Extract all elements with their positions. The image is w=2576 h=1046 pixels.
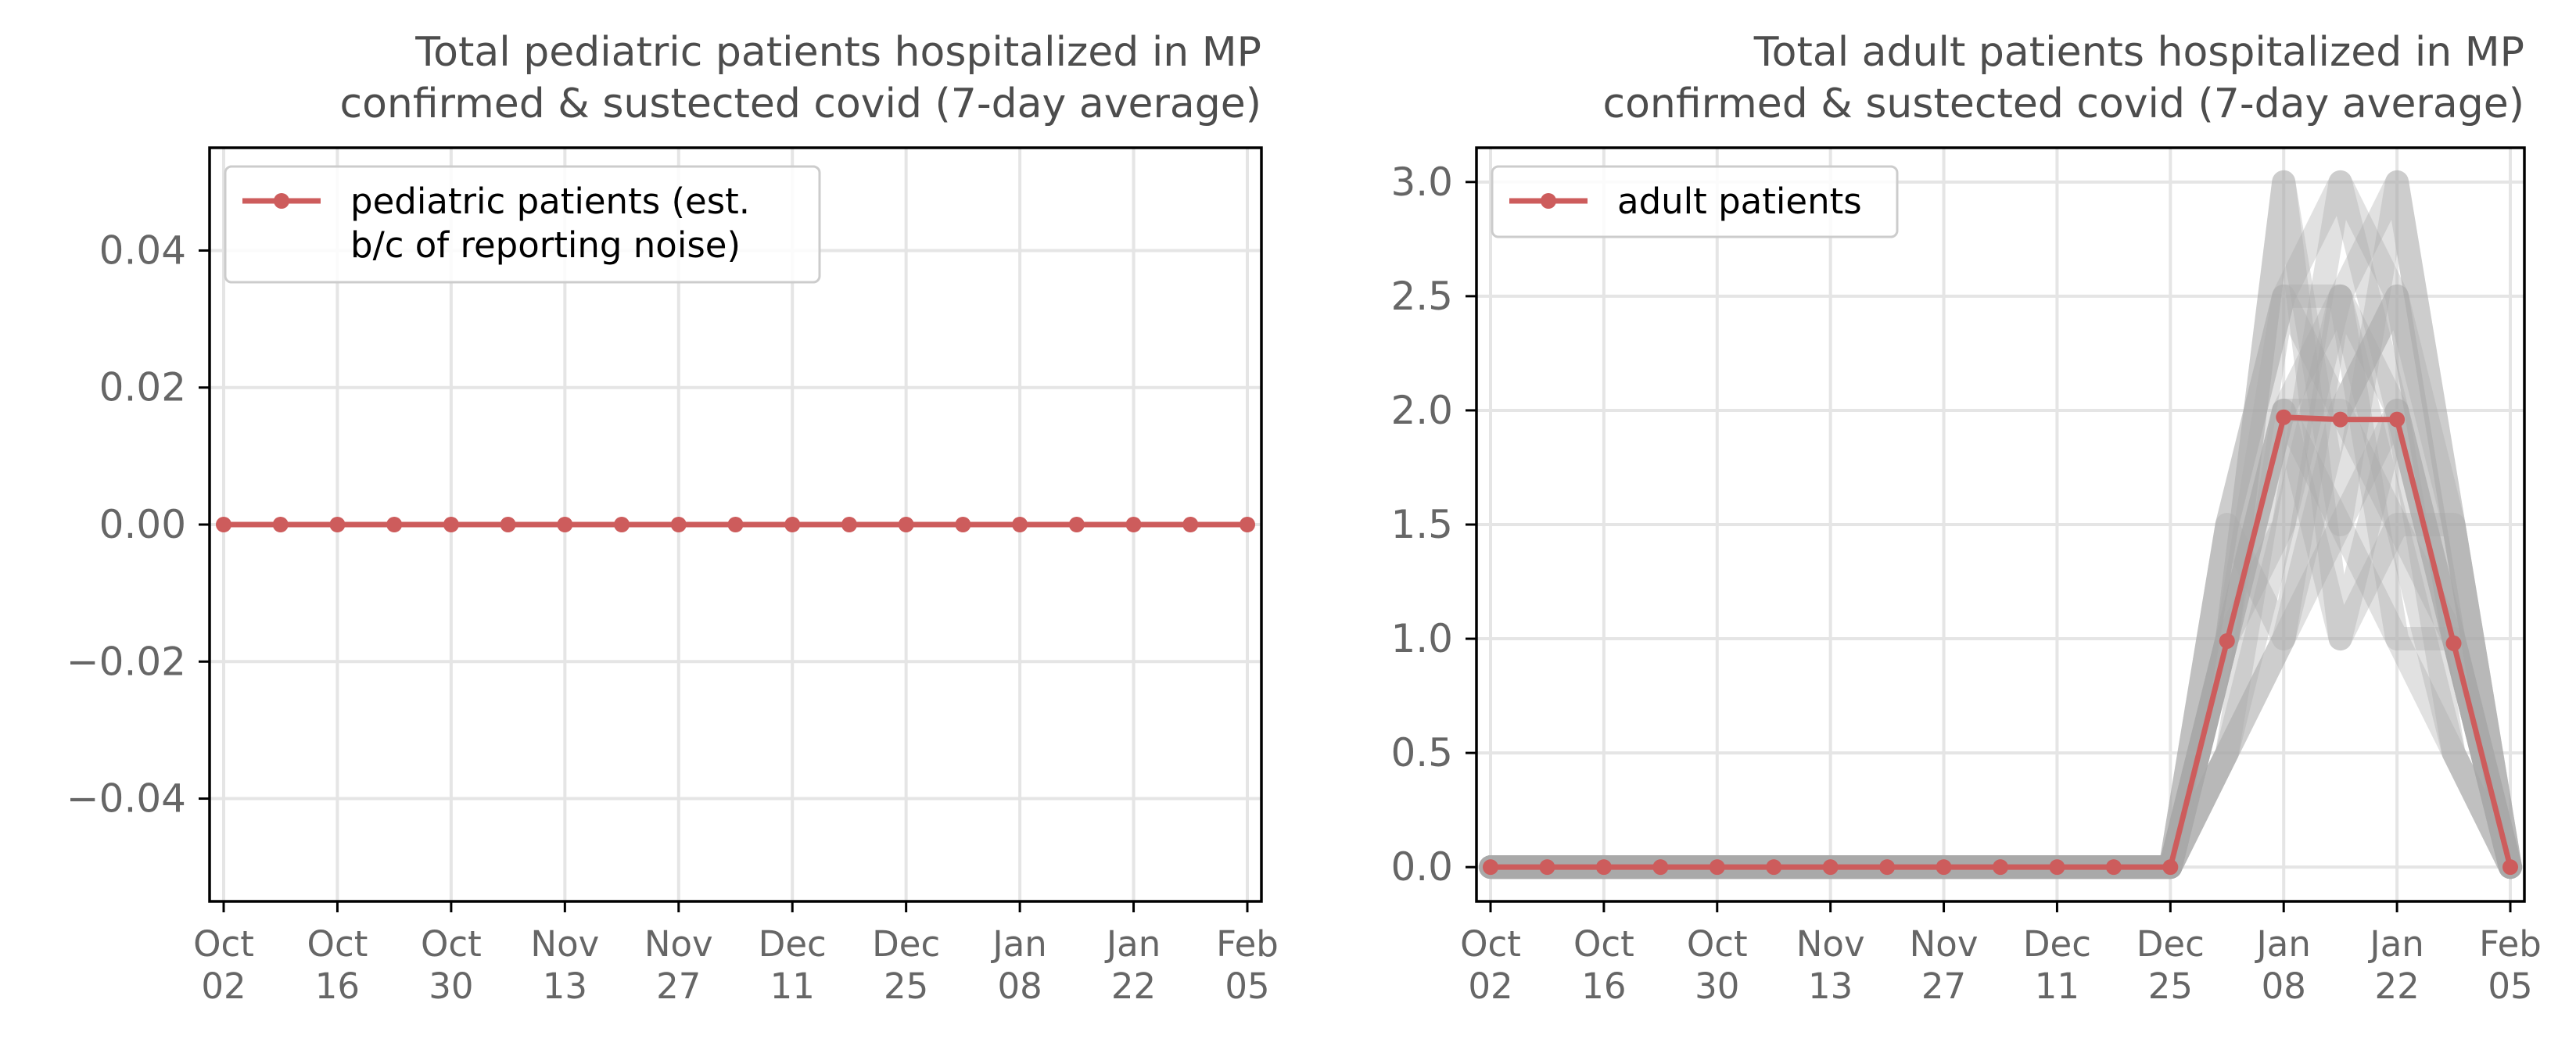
pediatric-data-point — [386, 517, 403, 532]
adult-data-point — [2389, 411, 2406, 428]
pediatric-legend: pediatric patients (est. b/c of reporting… — [224, 165, 821, 284]
adult-data-point — [1822, 859, 1839, 876]
adult-xtick-label: Oct 30 — [1687, 923, 1748, 1007]
adult-xtick-label: Dec 11 — [2023, 923, 2091, 1007]
pediatric-data-point — [1068, 517, 1085, 532]
adult-xtick-label: Nov 27 — [1910, 923, 1979, 1007]
adult-legend-marker — [1541, 193, 1556, 209]
pediatric-xtick-label: Feb 05 — [1216, 923, 1279, 1007]
adult-ytick-label: 0.5 — [1390, 730, 1453, 776]
adult-ytick-label: 2.0 — [1390, 388, 1453, 433]
pediatric-data-point — [784, 517, 801, 532]
adult-data-point — [1879, 859, 1896, 876]
pediatric-data-point — [841, 517, 857, 532]
pediatric-data-point — [614, 517, 630, 532]
pediatric-legend-marker — [274, 193, 289, 209]
adult-data-point — [2502, 859, 2518, 876]
adult-ytick-label: 2.5 — [1390, 274, 1453, 319]
pediatric-ytick-label: 0.00 — [99, 502, 186, 547]
adult-xtick-label: Jan 22 — [2367, 923, 2424, 1007]
adult-data-point — [1595, 859, 1612, 876]
pediatric-ytick-label: 0.04 — [99, 227, 186, 273]
pediatric-data-point — [1240, 517, 1255, 532]
pediatric-ytick-label: 0.02 — [99, 365, 186, 410]
pediatric-xtick-label: Dec 11 — [759, 923, 827, 1007]
adult-data-point — [2105, 859, 2122, 876]
pediatric-data-point — [557, 517, 573, 532]
pediatric-data-point — [329, 517, 346, 532]
adult-data-point — [2219, 632, 2235, 649]
adult-xtick-label: Dec 25 — [2137, 923, 2205, 1007]
pediatric-data-point — [955, 517, 971, 532]
adult-ytick-label: 1.0 — [1390, 616, 1453, 661]
adult-data-point — [1483, 859, 1498, 876]
adult-xtick-label: Oct 16 — [1573, 923, 1634, 1007]
adult-data-point — [1652, 859, 1669, 876]
pediatric-data-point — [1182, 517, 1199, 532]
pediatric-data-point — [500, 517, 516, 532]
pediatric-chart-title: Total pediatric patients hospitalized in… — [339, 29, 1261, 127]
pediatric-data-point — [670, 517, 687, 532]
pediatric-data-point — [443, 517, 459, 532]
pediatric-data-point — [898, 517, 914, 532]
pediatric-xtick-label: Nov 27 — [644, 923, 713, 1007]
pediatric-ytick-label: −0.02 — [66, 639, 186, 684]
adult-legend: adult patients — [1491, 165, 1899, 238]
adult-legend-box — [1491, 165, 1899, 238]
adult-data-point — [1709, 859, 1725, 876]
pediatric-xtick-label: Jan 08 — [990, 923, 1046, 1007]
pediatric-legend-box — [224, 165, 821, 284]
adult-data-point — [1936, 859, 1952, 876]
pediatric-chart-panel: −0.04 −0.02 0.00 0.02 0.04 Oct 02 Oct 16 Oct 30 Nov… — [66, 29, 1279, 1007]
adult-data-point — [2049, 859, 2065, 876]
adult-chart-panel: 0.0 0.5 1.0 1.5 2.0 2.5 3.0 Oct 02 Oct 16 Oct 30 Nov 1… — [1390, 29, 2541, 1007]
adult-data-point — [1993, 859, 2008, 876]
adult-xtick-label: Oct 02 — [1460, 923, 1521, 1007]
pediatric-data-point — [216, 517, 231, 532]
adult-data-point — [2332, 411, 2348, 428]
pediatric-data-point — [727, 517, 744, 532]
pediatric-xtick-label: Oct 02 — [193, 923, 254, 1007]
adult-xtick-label: Feb 05 — [2479, 923, 2542, 1007]
adult-data-point — [2276, 409, 2292, 425]
pediatric-data-point — [272, 517, 289, 532]
adult-data-point — [2445, 635, 2462, 651]
adult-data-point — [1766, 859, 1782, 876]
pediatric-data-point — [1125, 517, 1142, 532]
adult-ytick-label: 0.0 — [1390, 844, 1453, 890]
pediatric-ytick-label: −0.04 — [66, 776, 186, 822]
adult-legend-label: adult patients — [1617, 181, 1862, 222]
adult-xtick-label: Jan 08 — [2255, 923, 2311, 1007]
adult-chart-title: Total adult patients hospitalized in MP c… — [1602, 29, 2524, 127]
adult-data-point — [2162, 859, 2179, 876]
adult-data-point — [1539, 859, 1555, 876]
pediatric-xtick-label: Nov 13 — [530, 923, 599, 1007]
pediatric-xtick-label: Oct 16 — [307, 923, 368, 1007]
pediatric-xtick-label: Dec 25 — [872, 923, 940, 1007]
pediatric-legend-label: pediatric patients (est. b/c of reporting… — [350, 181, 750, 266]
adult-ytick-label: 3.0 — [1390, 159, 1453, 205]
pediatric-data-point — [1012, 517, 1028, 532]
adult-xtick-label: Nov 13 — [1796, 923, 1865, 1007]
pediatric-xtick-label: Jan 22 — [1104, 923, 1161, 1007]
adult-ytick-label: 1.5 — [1390, 502, 1453, 547]
pediatric-xtick-label: Oct 30 — [421, 923, 482, 1007]
